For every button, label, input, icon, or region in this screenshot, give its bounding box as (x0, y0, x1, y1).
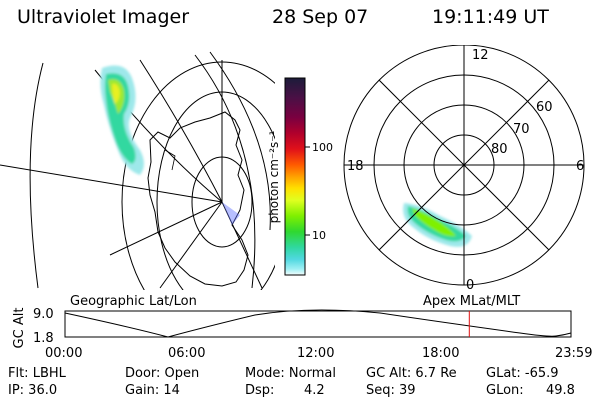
mode-readout: Mode: Normal (245, 366, 336, 381)
timeline-xtick-0000: 00:00 (45, 346, 83, 361)
timeline-xtick-1800: 18:00 (422, 346, 460, 361)
mlt-label-6: 6 (576, 159, 584, 174)
ip-readout: IP: 36.0 (8, 383, 58, 398)
polar-mlt-plot: 12 18 6 0 60 70 80 (343, 45, 585, 293)
instrument-title: Ultraviolet Imager (17, 6, 190, 28)
dsp-value: 4.2 (304, 383, 325, 398)
gc-alt-readout: GC Alt: 6.7 Re (366, 366, 457, 381)
door-readout: Door: Open (125, 366, 200, 381)
geographic-map (0, 51, 275, 290)
apex-mlat-mlt-label: Apex MLat/MLT (423, 294, 521, 309)
mlt-label-0: 0 (466, 278, 474, 293)
timeline-axis-title: GC Alt (12, 308, 27, 349)
mlt-label-18: 18 (347, 159, 364, 174)
image-date: 28 Sep 07 (272, 6, 369, 28)
timeline-xtick-2359: 23:59 (555, 346, 593, 361)
glat-readout: GLat: -65.9 (486, 366, 559, 381)
timeline-xtick-1200: 12:00 (297, 346, 335, 361)
timeline-ytick-9: 9.0 (33, 307, 54, 322)
gain-readout: Gain: 14 (125, 383, 180, 398)
altitude-timeline: GC Alt 9.0 1.8 (12, 307, 572, 349)
colorbar-tick-10: 10 (312, 229, 326, 242)
glon-label: GLon: (486, 383, 524, 398)
geographic-latlon-label: Geographic Lat/Lon (70, 294, 197, 309)
timeline-ytick-1-8: 1.8 (33, 331, 54, 346)
mlat-label-60: 60 (536, 100, 553, 115)
mlat-label-80: 80 (491, 142, 508, 157)
mlt-label-12: 12 (472, 48, 489, 63)
glon-value: 49.8 (546, 383, 575, 398)
colorbar-tick-100: 100 (312, 141, 333, 154)
image-time: 19:11:49 UT (432, 6, 549, 28)
dsp-label: Dsp: (245, 383, 275, 398)
timeline-xtick-0600: 06:00 (168, 346, 206, 361)
intensity-colorbar: 100 10 photon cm⁻²s⁻¹ (267, 77, 333, 276)
seq-readout: Seq: 39 (366, 383, 416, 398)
colorbar-unit-label: photon cm⁻²s⁻¹ (267, 130, 281, 223)
filter-readout: Flt: LBHL (8, 366, 66, 381)
mlat-label-70: 70 (513, 122, 530, 137)
